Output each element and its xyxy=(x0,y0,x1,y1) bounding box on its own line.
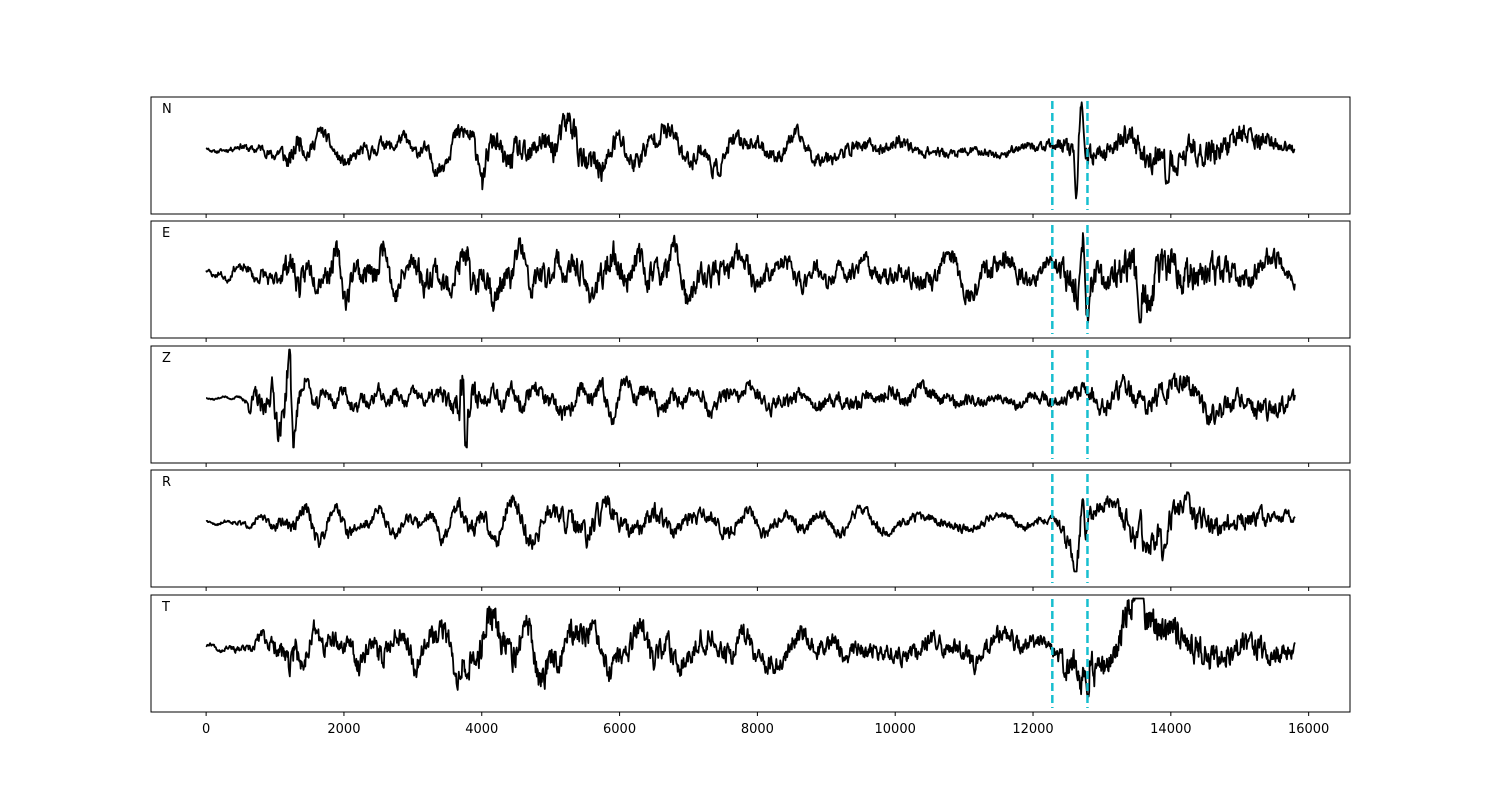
trace-panel-e: E xyxy=(150,220,1351,342)
x-tick-label: 0 xyxy=(202,722,210,737)
channel-label: N xyxy=(162,102,172,117)
trace-panel-n: N xyxy=(150,96,1351,218)
panel-frame xyxy=(150,345,1351,464)
trace-panel-r: R xyxy=(150,469,1351,591)
waveform-z xyxy=(205,348,1296,449)
x-tick-label: 12000 xyxy=(1012,722,1053,737)
trace-panel-z: Z xyxy=(150,345,1351,467)
x-tick-label: 2000 xyxy=(327,722,360,737)
x-tick-label: 14000 xyxy=(1150,722,1191,737)
x-tick-label: 6000 xyxy=(603,722,636,737)
trace-panel-t: T xyxy=(150,594,1351,716)
panel-frame xyxy=(150,594,1351,713)
panel-frame xyxy=(150,96,1351,215)
x-tick-label: 4000 xyxy=(465,722,498,737)
x-tick-label: 8000 xyxy=(741,722,774,737)
x-tick-label: 16000 xyxy=(1288,722,1329,737)
waveform-t xyxy=(205,597,1296,698)
waveform-e xyxy=(205,232,1296,324)
channel-label: Z xyxy=(162,351,171,366)
waveform-n xyxy=(205,101,1296,200)
panel-frame xyxy=(150,220,1351,339)
channel-label: T xyxy=(161,600,170,615)
channel-label: R xyxy=(162,475,171,490)
x-tick-label: 10000 xyxy=(875,722,916,737)
waveform-r xyxy=(205,491,1296,573)
channel-label: E xyxy=(162,226,170,241)
panel-frame xyxy=(150,469,1351,588)
